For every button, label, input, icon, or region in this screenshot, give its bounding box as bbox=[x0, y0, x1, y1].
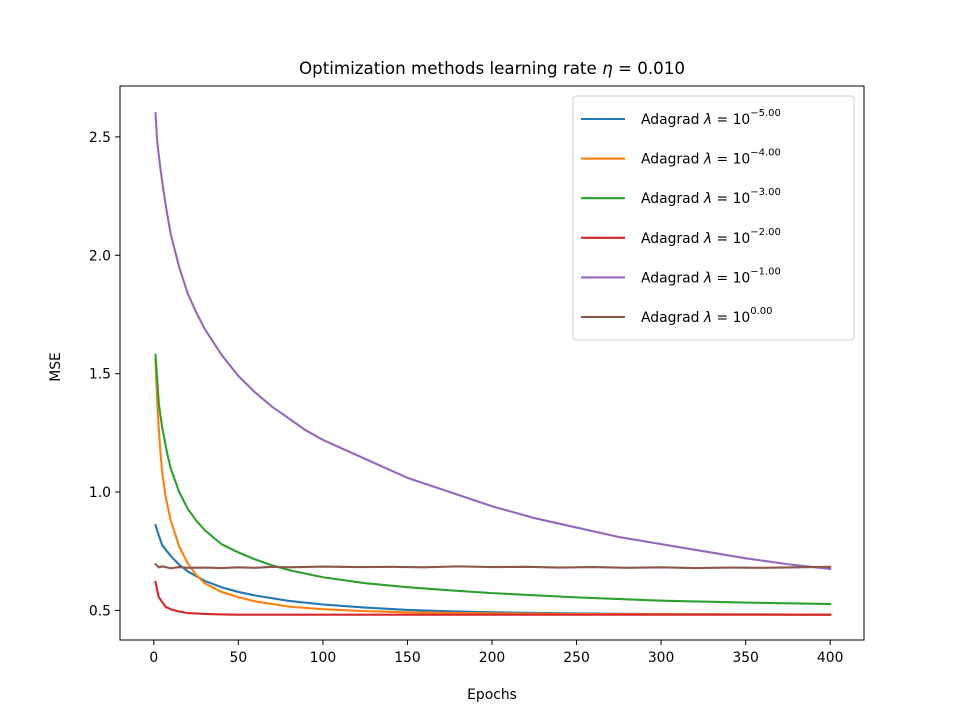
series-line-2 bbox=[154, 358, 832, 616]
x-tick-label: 100 bbox=[310, 650, 337, 666]
x-tick-label: 300 bbox=[648, 650, 675, 666]
y-axis-label: MSE bbox=[48, 352, 64, 382]
legend-label-5: Adagrad λ = 10−1.00 bbox=[641, 266, 781, 286]
legend-box bbox=[572, 95, 855, 341]
series-line-6 bbox=[154, 562, 832, 570]
y-tick-label: 0.5 bbox=[89, 603, 111, 619]
x-tick-label: 0 bbox=[149, 650, 158, 666]
x-tick-label: 150 bbox=[394, 650, 421, 666]
series-line-4 bbox=[154, 580, 832, 616]
x-tick-label: 400 bbox=[817, 650, 844, 666]
legend-label-6: Adagrad λ = 100.00 bbox=[641, 306, 773, 326]
plot-lines bbox=[154, 112, 832, 616]
y-tick-label: 2.0 bbox=[89, 248, 111, 264]
legend-label-2: Adagrad λ = 10−4.00 bbox=[641, 148, 781, 168]
x-tick-label: 200 bbox=[479, 650, 506, 666]
x-axis: 0 50 100 150 200 250 300 350 400 bbox=[149, 640, 843, 666]
x-tick-label: 250 bbox=[563, 650, 590, 666]
legend-label-1: Adagrad λ = 10−5.00 bbox=[641, 108, 781, 128]
y-tick-label: 2.5 bbox=[89, 130, 111, 146]
legend-label-3: Adagrad λ = 10−3.00 bbox=[641, 187, 781, 207]
x-tick-label: 350 bbox=[732, 650, 759, 666]
y-tick-label: 1.0 bbox=[89, 485, 111, 501]
series-line-5 bbox=[154, 112, 832, 571]
y-axis: 0.5 1.0 1.5 2.0 2.5 bbox=[89, 130, 120, 619]
y-tick-label: 1.5 bbox=[89, 367, 111, 383]
x-tick-label: 50 bbox=[230, 650, 248, 666]
x-axis-label: Epochs bbox=[467, 687, 517, 703]
legend-label-4: Adagrad λ = 10−2.00 bbox=[641, 227, 781, 247]
legend: Adagrad λ = 10−5.00 Adagrad λ = 10−4.00 Ad… bbox=[572, 95, 855, 341]
series-line-3 bbox=[154, 353, 832, 606]
chart-title: Optimization methods learning rate η = 0… bbox=[299, 58, 685, 78]
